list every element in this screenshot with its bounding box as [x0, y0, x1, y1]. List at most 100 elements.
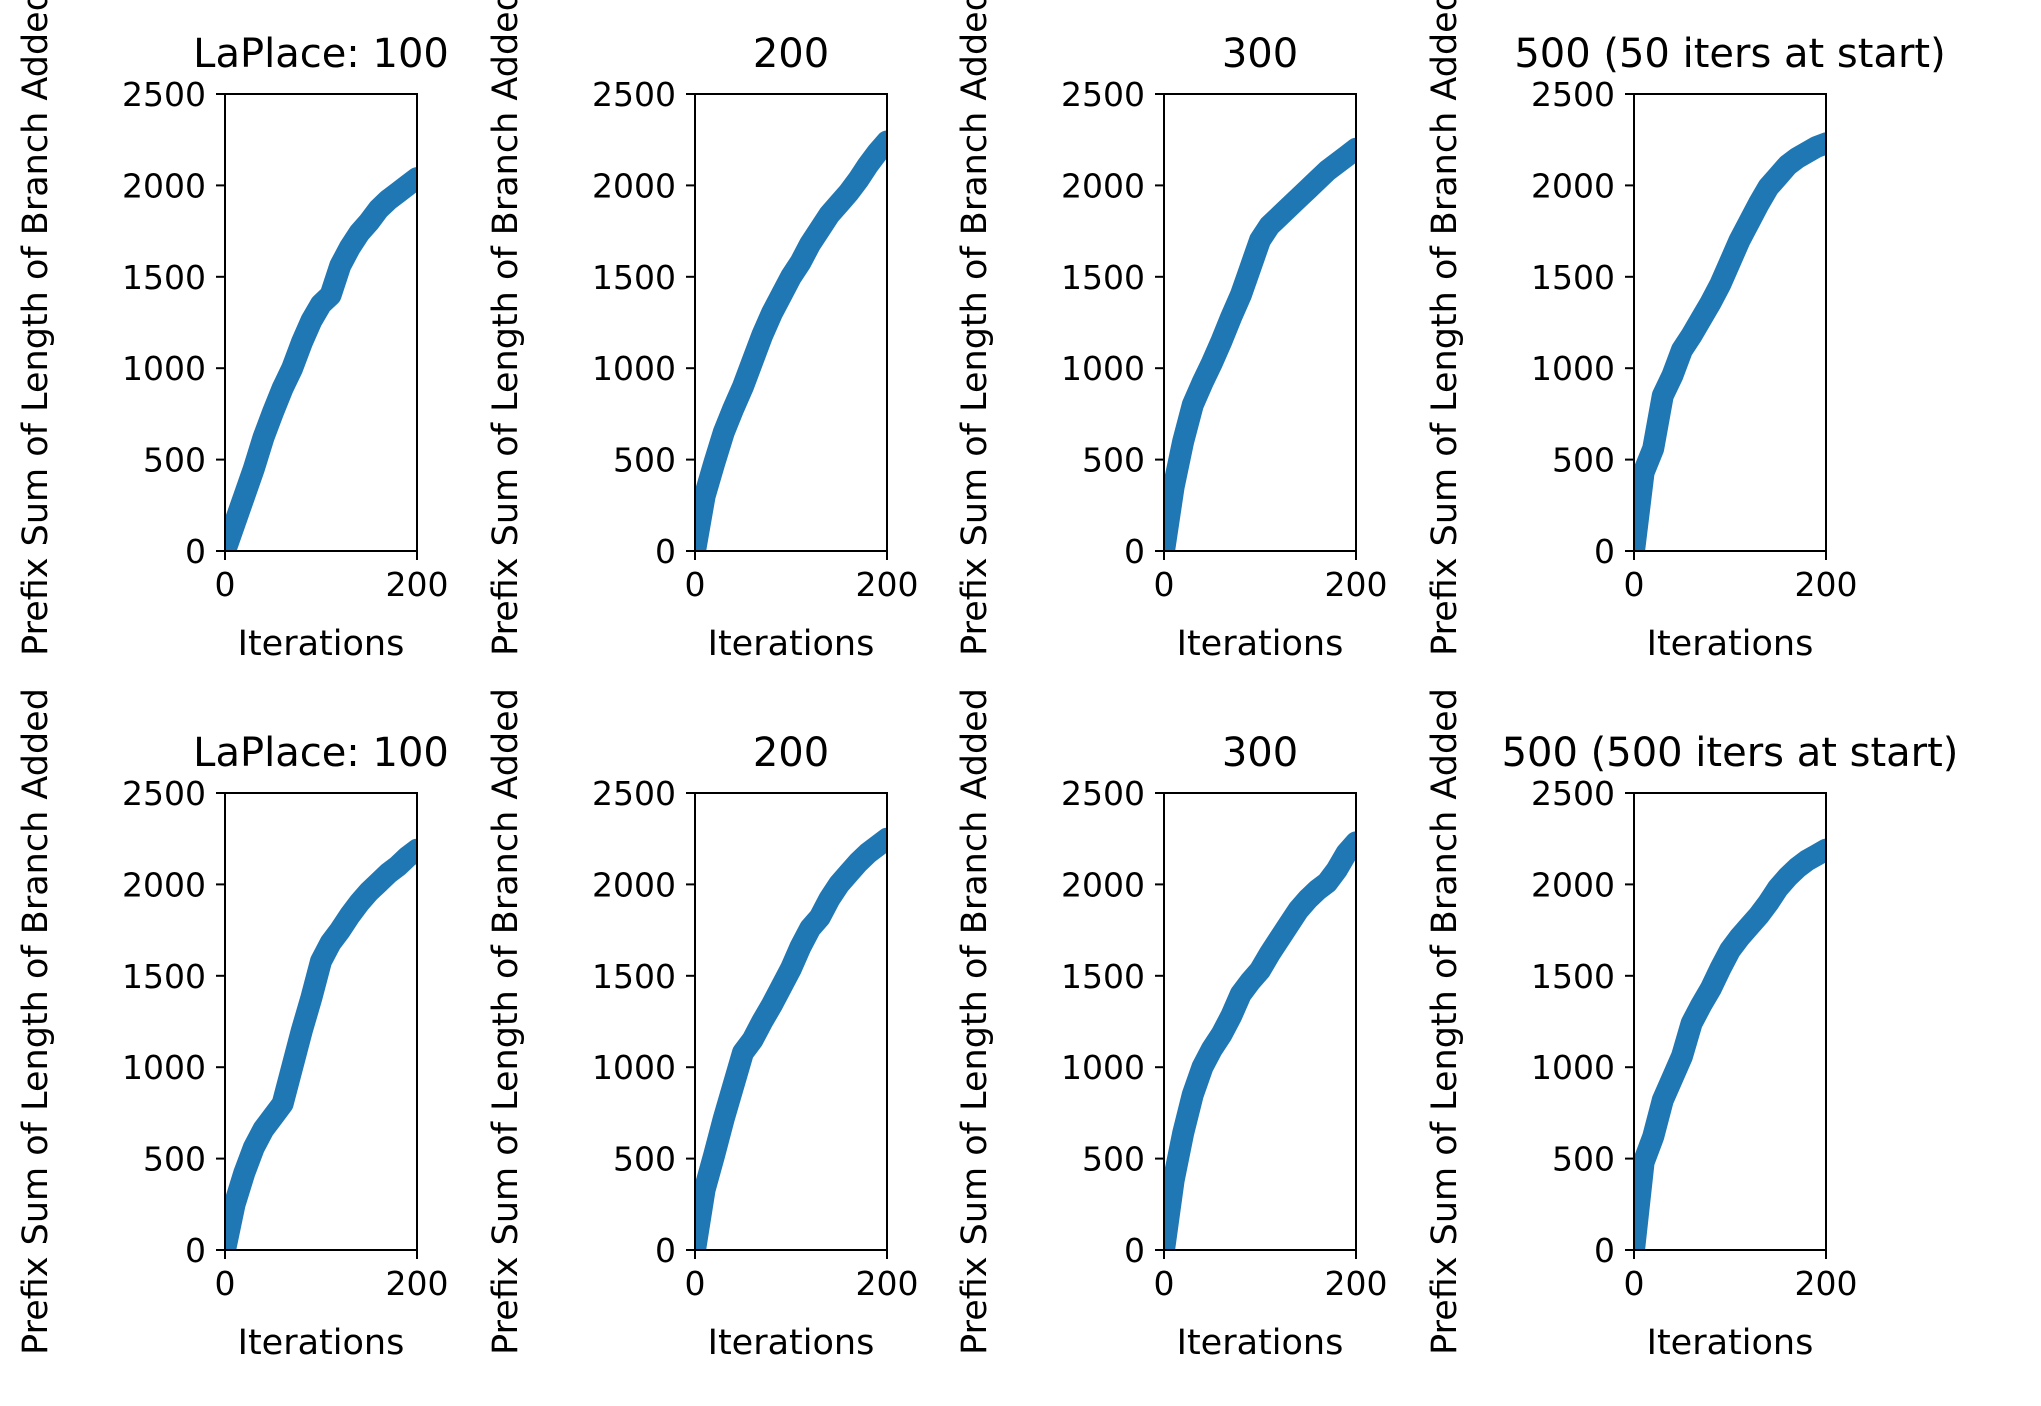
y-tick-label: 2000	[122, 865, 206, 904]
y-tick-label: 2000	[1531, 166, 1615, 205]
data-series-line	[695, 130, 887, 551]
y-tick-label: 2000	[1061, 865, 1145, 904]
x-tick-label: 200	[856, 1264, 919, 1303]
y-axis-label: Prefix Sum of Length of Branch Added	[1425, 0, 1465, 656]
x-tick-label: 200	[1795, 565, 1858, 604]
y-tick-label: 1000	[592, 349, 676, 388]
x-tick-label: 0	[685, 1264, 706, 1303]
y-tick-label: 2500	[122, 75, 206, 114]
data-series-line	[225, 838, 417, 1250]
axes-frame	[1633, 93, 1827, 552]
y-tick-label: 500	[1552, 1140, 1615, 1179]
subplot-title: 300	[1222, 31, 1298, 77]
axes-frame	[1163, 93, 1357, 552]
x-axis-label: Iterations	[1177, 1323, 1344, 1363]
x-tick-label: 200	[1325, 565, 1388, 604]
x-tick-label: 0	[1624, 1264, 1645, 1303]
y-tick-label: 1500	[1531, 957, 1615, 996]
subplot-2: 0 500 1000 1500 2000 2500 0 200 200 Iterations Pre…	[486, 0, 919, 664]
y-tick-label: 2000	[1061, 166, 1145, 205]
y-tick-label: 500	[613, 441, 676, 480]
y-tick-label: 1500	[592, 258, 676, 297]
subplot-title: 200	[753, 730, 829, 776]
y-tick-label: 2000	[592, 166, 676, 205]
x-tick-label: 0	[215, 565, 236, 604]
subplot-title: 300	[1222, 730, 1298, 776]
y-tick-label: 0	[655, 532, 676, 571]
x-tick-label: 0	[685, 565, 706, 604]
y-tick-label: 0	[1594, 532, 1615, 571]
y-axis-label: Prefix Sum of Length of Branch Added	[486, 688, 526, 1355]
subplot-1: 0 500 1000 1500 2000 2500 0 200 LaPlace: 100 Iter…	[16, 0, 449, 664]
y-tick-label: 1500	[1531, 258, 1615, 297]
y-tick-label: 2500	[592, 774, 676, 813]
y-tick-label: 1000	[1531, 1048, 1615, 1087]
x-tick-label: 0	[1154, 565, 1175, 604]
x-tick-label: 200	[856, 565, 919, 604]
x-axis-label: Iterations	[1647, 1323, 1814, 1363]
x-axis-label: Iterations	[708, 1323, 875, 1363]
y-tick-label: 0	[185, 532, 206, 571]
y-tick-label: 2500	[1531, 774, 1615, 813]
data-series-line	[1634, 838, 1826, 1250]
y-tick-label: 2000	[122, 166, 206, 205]
y-tick-label: 2000	[592, 865, 676, 904]
y-axis-label: Prefix Sum of Length of Branch Added	[1425, 688, 1465, 1355]
subplot-title: LaPlace: 100	[193, 730, 449, 776]
y-tick-label: 0	[1594, 1231, 1615, 1270]
x-tick-label: 200	[386, 1264, 449, 1303]
y-tick-label: 2500	[592, 75, 676, 114]
y-tick-label: 500	[1082, 1140, 1145, 1179]
subplot-title: 200	[753, 31, 829, 77]
y-tick-label: 0	[1124, 1231, 1145, 1270]
data-series-line	[225, 167, 417, 551]
y-tick-label: 1000	[1061, 1048, 1145, 1087]
y-tick-label: 2500	[1061, 774, 1145, 813]
y-axis-label: Prefix Sum of Length of Branch Added	[955, 688, 995, 1355]
x-tick-label: 200	[1795, 1264, 1858, 1303]
y-tick-label: 2500	[1061, 75, 1145, 114]
data-series-line	[1164, 137, 1356, 551]
subplot-7: 0 500 1000 1500 2000 2500 0 200 300 Iterations Pre…	[955, 688, 1388, 1363]
x-axis-label: Iterations	[708, 624, 875, 664]
x-axis-label: Iterations	[1177, 624, 1344, 664]
y-axis-label: Prefix Sum of Length of Branch Added	[486, 0, 526, 656]
x-tick-label: 0	[215, 1264, 236, 1303]
y-tick-label: 0	[185, 1231, 206, 1270]
y-tick-label: 2500	[122, 774, 206, 813]
y-tick-label: 2000	[1531, 865, 1615, 904]
x-axis-label: Iterations	[1647, 624, 1814, 664]
y-tick-label: 500	[613, 1140, 676, 1179]
y-tick-label: 0	[655, 1231, 676, 1270]
axes-frame	[224, 792, 418, 1251]
subplot-4: 0 500 1000 1500 2000 2500 0 200 500 (50 iters at…	[1425, 0, 1946, 664]
subplot-6: 0 500 1000 1500 2000 2500 0 200 200 Iterations Pre…	[486, 688, 919, 1363]
axes-frame	[694, 792, 888, 1251]
y-tick-label: 2500	[1531, 75, 1615, 114]
y-axis-label: Prefix Sum of Length of Branch Added	[955, 0, 995, 656]
y-tick-label: 1000	[122, 1048, 206, 1087]
axes-frame	[224, 93, 418, 552]
axes-frame	[1163, 792, 1357, 1251]
y-tick-label: 1500	[122, 258, 206, 297]
data-series-line	[1634, 132, 1826, 551]
y-tick-label: 500	[1552, 441, 1615, 480]
subplot-5: 0 500 1000 1500 2000 2500 0 200 LaPlace: 100 Iter…	[16, 688, 449, 1363]
y-axis-label: Prefix Sum of Length of Branch Added	[16, 688, 56, 1355]
subplot-title: 500 (500 iters at start)	[1502, 730, 1959, 776]
subplot-title: LaPlace: 100	[193, 31, 449, 77]
x-tick-label: 200	[1325, 1264, 1388, 1303]
x-axis-label: Iterations	[238, 1323, 405, 1363]
y-tick-label: 1500	[1061, 957, 1145, 996]
y-tick-label: 1000	[592, 1048, 676, 1087]
y-tick-label: 1000	[122, 349, 206, 388]
data-series-line	[695, 827, 887, 1250]
y-tick-label: 1500	[592, 957, 676, 996]
y-tick-label: 500	[1082, 441, 1145, 480]
x-axis-label: Iterations	[238, 624, 405, 664]
axes-frame	[1633, 792, 1827, 1251]
y-tick-label: 1000	[1531, 349, 1615, 388]
